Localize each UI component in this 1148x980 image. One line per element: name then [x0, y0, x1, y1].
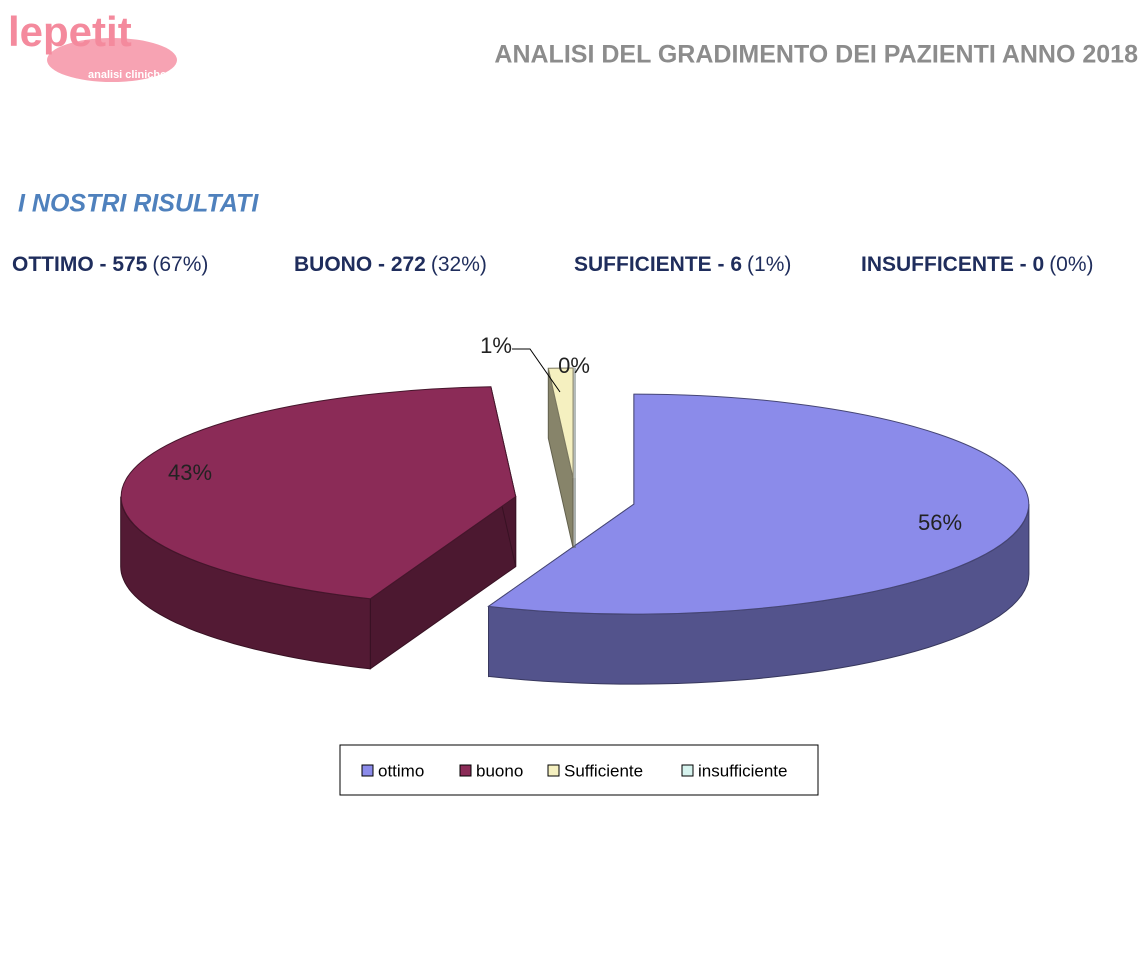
slice-label: 56%	[918, 510, 962, 535]
pie-chart: 56% 43% 1% 0%	[120, 333, 1030, 685]
result-share: (1%)	[747, 253, 791, 276]
result-share: (32%)	[431, 253, 487, 276]
result: SUFFICIENTE - 6 (1%)	[574, 253, 791, 276]
result-label: BUONO - 272	[294, 253, 426, 276]
result-label: OTTIMO - 575	[12, 253, 148, 276]
legend-swatch	[459, 764, 472, 777]
result: INSUFFICENTE - 0 (0%)	[861, 253, 1094, 276]
slice	[487, 393, 1030, 615]
results: OTTIMO - 575 (67%) BUONO - 272 (32%) SUFFICI…	[12, 253, 1094, 276]
slice	[547, 367, 574, 479]
legend-swatch	[361, 764, 374, 777]
logo-line: e microbiologiche	[78, 82, 172, 94]
legend-swatch	[681, 764, 694, 777]
logo: lepetit	[8, 8, 132, 55]
slice	[120, 386, 517, 600]
page-title: ANALISI DEL GRADIMENTO DEI PAZIENTI ANNO…	[494, 41, 1138, 69]
result-label: SUFFICIENTE - 6	[574, 253, 742, 276]
result-share: (0%)	[1049, 253, 1093, 276]
legend-label: buono	[476, 761, 523, 780]
legend-box	[339, 744, 819, 796]
legend-swatch	[547, 764, 560, 777]
slice-label: 1%	[480, 333, 512, 358]
legend-label: ottimo	[378, 761, 424, 780]
result: BUONO - 272 (32%)	[294, 253, 487, 276]
result: OTTIMO - 575 (67%)	[12, 253, 208, 276]
logo-line: analisi cliniche	[88, 69, 166, 81]
leader-line	[512, 348, 561, 393]
slice-label: 43%	[168, 460, 212, 485]
result-label: INSUFFICENTE - 0	[861, 253, 1044, 276]
legend-label: Sufficiente	[564, 761, 643, 780]
logo-shape	[47, 38, 177, 82]
slice-label: 0%	[558, 353, 590, 378]
legend-label: insufficiente	[698, 761, 787, 780]
legend: ottimo buono Sufficiente insufficiente	[361, 761, 787, 780]
section-title: I NOSTRI RISULTATI	[18, 190, 259, 218]
result-share: (67%)	[152, 253, 208, 276]
